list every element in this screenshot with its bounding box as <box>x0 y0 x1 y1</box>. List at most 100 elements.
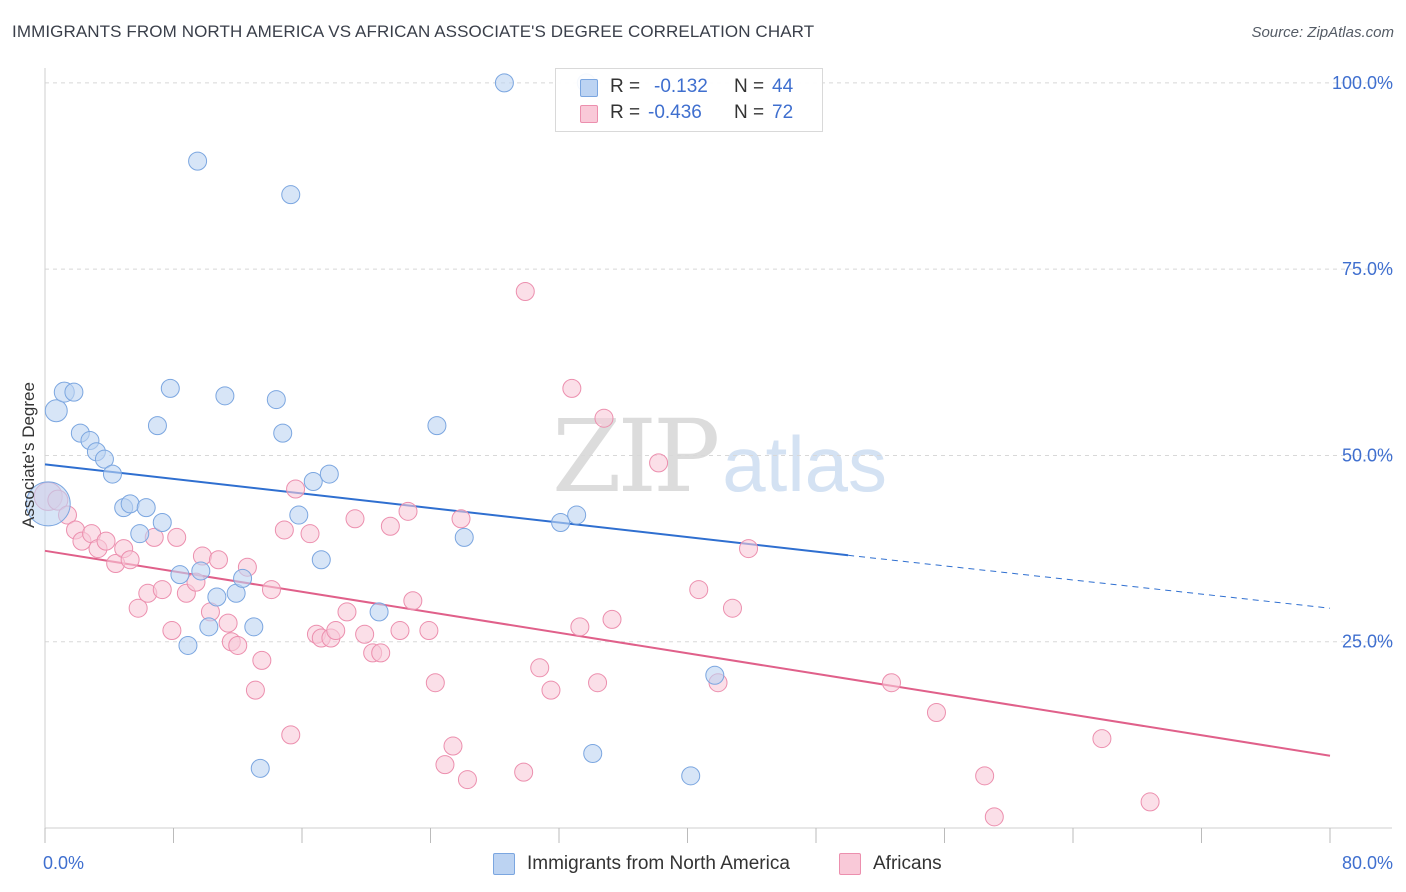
north-america-point <box>266 390 286 410</box>
north-america-point <box>244 617 264 637</box>
north-america-point <box>152 513 172 533</box>
north-america-point <box>250 758 270 778</box>
legend-swatch-blue <box>493 853 515 875</box>
africans-point <box>881 673 901 693</box>
africans-point <box>1092 729 1112 749</box>
legend-r-label: R = <box>610 102 641 123</box>
y-axis-label: Associate's Degree <box>19 382 38 528</box>
africans-point <box>403 591 423 611</box>
africans-point <box>355 624 375 644</box>
africans-point <box>588 673 608 693</box>
north-america-point <box>233 568 253 588</box>
africans-point <box>457 770 477 790</box>
north-america-point <box>64 382 84 402</box>
north-america-point <box>681 766 701 786</box>
africans-point <box>515 282 535 302</box>
north-america-point <box>427 416 447 436</box>
africans-point <box>162 621 182 641</box>
north-america-trend-extension <box>848 554 1331 609</box>
africans-point <box>984 807 1004 827</box>
chart-title: IMMIGRANTS FROM NORTH AMERICA VS AFRICAN… <box>12 22 815 41</box>
north-america-point <box>130 524 150 544</box>
africans-point <box>398 501 418 521</box>
north-america-point <box>207 587 227 607</box>
north-america-point <box>273 423 293 443</box>
africans-point <box>1140 792 1160 812</box>
legend-n-label: N = <box>734 76 765 97</box>
africans-point <box>337 602 357 622</box>
tick-labels: 25.0% 50.0% 75.0% 100.0% 0.0% 80.0% <box>43 73 1393 873</box>
legend-n-label: N = <box>734 102 765 123</box>
north-america-point <box>170 565 190 585</box>
africans-point <box>602 609 622 629</box>
africans-point <box>245 680 265 700</box>
watermark: ZIPatlas <box>552 398 887 515</box>
africans-point <box>594 408 614 428</box>
north-america-point <box>303 472 323 492</box>
north-america-point <box>369 602 389 622</box>
y-tick-label: 75.0% <box>1342 259 1393 279</box>
north-america-point <box>215 386 235 406</box>
africans-point <box>274 520 294 540</box>
legend-label: Immigrants from North America <box>527 853 790 874</box>
axes <box>44 68 1392 843</box>
africans-point <box>689 580 709 600</box>
africans-point <box>261 580 281 600</box>
africans-point <box>208 550 228 570</box>
africans-point <box>739 539 759 559</box>
africans-point <box>218 613 238 633</box>
north-america-point <box>583 743 603 763</box>
legend-swatch-blue <box>580 79 598 97</box>
africans-point <box>252 650 272 670</box>
north-america-point <box>136 498 156 518</box>
north-america-point <box>120 494 140 514</box>
africans-point <box>345 509 365 529</box>
legend-swatch-pink <box>839 853 861 875</box>
north-america-point <box>551 513 571 533</box>
africans-point <box>326 621 346 641</box>
africans-trend-line <box>44 549 1331 757</box>
legend-n-value: 72 <box>772 102 794 123</box>
africans-point <box>530 658 550 678</box>
north-america-point <box>289 505 309 525</box>
y-tick-label: 100.0% <box>1332 73 1393 93</box>
africans-point <box>435 755 455 775</box>
north-america-point <box>102 464 122 484</box>
north-america-point <box>705 665 725 685</box>
north-america-points <box>25 73 725 786</box>
africans-point <box>300 524 320 544</box>
north-america-trend-line <box>44 463 849 557</box>
north-america-point <box>319 464 339 484</box>
legend-r-value: -0.132 <box>654 76 708 97</box>
north-america-point <box>191 561 211 581</box>
africans-point <box>390 621 410 641</box>
source-label: Source: ZipAtlas.com <box>1251 24 1394 41</box>
africans-point <box>570 617 590 637</box>
trend-lines <box>44 463 1331 757</box>
north-america-point <box>494 73 514 93</box>
north-america-point <box>44 399 68 423</box>
north-america-point <box>567 505 587 525</box>
x-tick-label: 80.0% <box>1342 853 1393 873</box>
y-tick-label: 25.0% <box>1342 632 1393 652</box>
legend-r-label: R = <box>610 76 641 97</box>
africans-point <box>975 766 995 786</box>
legend-n-value: 44 <box>772 76 794 97</box>
africans-point <box>425 673 445 693</box>
africans-point <box>128 598 148 618</box>
africans-point <box>722 598 742 618</box>
north-america-point <box>147 416 167 436</box>
africans-point <box>514 762 534 782</box>
legend-swatch-pink <box>580 105 598 123</box>
africans-point <box>541 680 561 700</box>
africans-point <box>380 516 400 536</box>
north-america-point <box>199 617 219 637</box>
x-tick-label: 0.0% <box>43 853 84 873</box>
north-america-point <box>281 185 301 205</box>
africans-point <box>167 527 187 547</box>
north-america-point <box>178 635 198 655</box>
africans-point <box>419 621 439 641</box>
north-america-point <box>94 449 114 469</box>
africans-point <box>228 635 248 655</box>
